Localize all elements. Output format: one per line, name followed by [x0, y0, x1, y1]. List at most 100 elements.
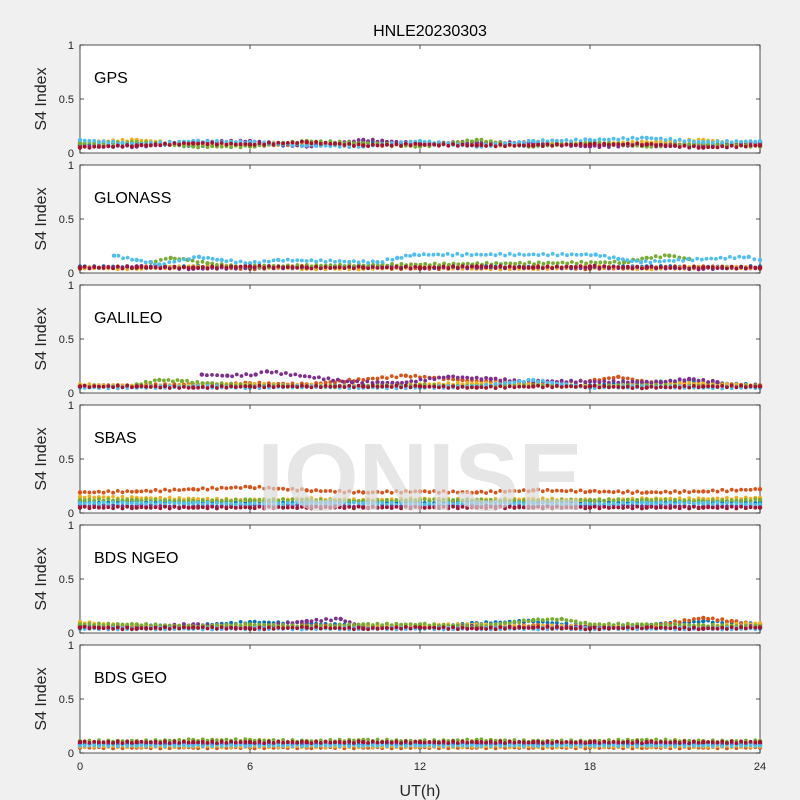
data-point	[569, 264, 573, 269]
data-point	[592, 488, 597, 493]
data-point	[324, 617, 328, 621]
data-point	[389, 374, 394, 378]
data-point	[677, 377, 682, 382]
data-point	[493, 386, 498, 390]
data-point	[380, 380, 385, 385]
data-point	[559, 143, 564, 148]
data-point	[701, 384, 706, 389]
data-point	[417, 253, 421, 258]
data-point	[390, 262, 394, 266]
data-point	[654, 497, 658, 502]
data-point	[498, 621, 503, 626]
data-point	[158, 627, 163, 631]
data-point	[394, 265, 399, 269]
data-point	[361, 622, 366, 627]
data-point	[338, 616, 343, 622]
data-point	[262, 259, 267, 263]
data-point	[583, 620, 588, 625]
data-point	[720, 265, 725, 269]
data-point	[602, 498, 607, 503]
data-point	[517, 140, 522, 144]
data-point	[742, 255, 746, 260]
data-point	[597, 385, 602, 390]
data-point	[125, 264, 130, 269]
data-point	[385, 257, 390, 262]
data-point	[715, 139, 720, 144]
data-point	[321, 377, 326, 382]
y-tick-label: 0.5	[59, 214, 74, 226]
data-point	[621, 490, 625, 495]
data-point	[725, 139, 729, 143]
data-point	[611, 501, 616, 506]
data-point	[706, 145, 710, 150]
data-point	[257, 261, 262, 265]
data-point	[233, 506, 238, 510]
data-point	[120, 385, 125, 390]
data-point	[97, 497, 101, 502]
data-point	[196, 265, 201, 270]
data-point	[385, 376, 389, 380]
data-point	[101, 384, 106, 389]
data-point	[493, 622, 498, 627]
data-point	[441, 264, 446, 269]
data-point	[337, 141, 342, 146]
data-point	[215, 506, 219, 511]
data-point	[224, 498, 229, 502]
data-point	[587, 384, 593, 389]
data-point	[710, 145, 715, 150]
data-point	[153, 265, 158, 270]
data-point	[607, 385, 611, 390]
panel-label: GALILEO	[94, 310, 162, 327]
data-point	[177, 258, 182, 263]
data-point	[526, 385, 531, 389]
data-point	[243, 384, 248, 389]
data-point	[219, 504, 224, 509]
data-point	[120, 266, 125, 271]
data-point	[77, 137, 83, 143]
data-point	[709, 256, 714, 261]
data-point	[725, 385, 729, 390]
data-point	[569, 139, 573, 144]
data-point	[403, 253, 408, 258]
data-point	[725, 501, 729, 505]
data-point	[172, 384, 177, 389]
data-point	[602, 489, 607, 494]
data-point	[470, 143, 474, 148]
data-point	[667, 258, 671, 263]
data-point	[125, 498, 130, 503]
data-point	[427, 384, 432, 389]
data-point	[87, 138, 92, 143]
data-point	[408, 622, 413, 626]
data-point	[375, 266, 380, 270]
data-point	[658, 265, 663, 270]
data-point	[484, 386, 488, 390]
data-point	[167, 266, 172, 271]
data-point	[340, 379, 345, 384]
data-point	[163, 384, 167, 389]
data-point	[144, 497, 149, 502]
data-point	[612, 259, 617, 264]
data-point	[720, 505, 725, 509]
data-point	[134, 505, 139, 510]
data-point	[597, 490, 602, 494]
data-point	[408, 139, 413, 144]
data-point	[403, 141, 408, 146]
data-point	[710, 505, 715, 510]
data-point	[172, 504, 177, 509]
data-point	[385, 142, 389, 147]
data-point	[413, 144, 418, 149]
data-point	[732, 256, 737, 261]
data-point	[106, 625, 111, 630]
data-point	[692, 617, 696, 621]
data-point	[512, 141, 517, 146]
data-point	[564, 384, 569, 389]
data-point	[356, 138, 361, 142]
data-point	[739, 383, 743, 388]
data-point	[87, 501, 92, 506]
data-point	[333, 616, 338, 621]
data-point	[654, 143, 658, 148]
data-point	[569, 618, 573, 623]
data-point	[144, 384, 149, 389]
data-point	[413, 384, 418, 388]
data-point	[166, 378, 171, 382]
